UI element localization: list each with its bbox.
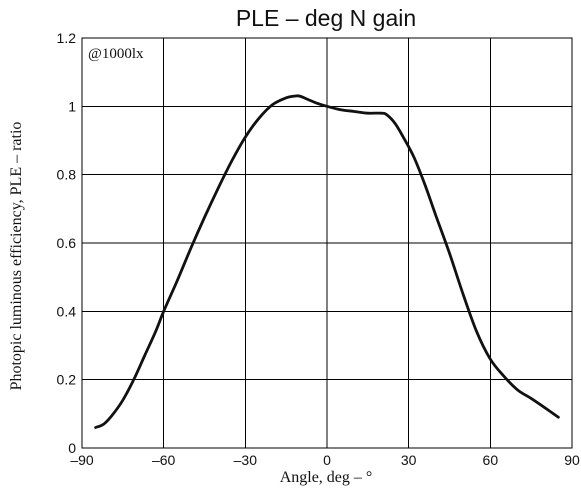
y-tick-label: 1.2 xyxy=(57,30,77,46)
y-axis-label: Photopic luminous efficiency, PLE – rati… xyxy=(8,122,25,391)
grid xyxy=(82,38,572,448)
x-tick-label: –60 xyxy=(152,452,176,468)
y-tick-label: 0.8 xyxy=(57,167,77,183)
plot-frame xyxy=(81,37,573,449)
series-layer xyxy=(94,94,560,429)
y-tick-label: 0.2 xyxy=(57,372,77,388)
x-tick-label: –30 xyxy=(234,452,258,468)
chart-title: PLE – deg N gain xyxy=(236,5,416,31)
y-tick-label: 0 xyxy=(68,440,76,456)
x-tick-label: 90 xyxy=(564,452,580,468)
x-axis-label: Angle, deg – ° xyxy=(280,469,373,486)
annotation-1000lx: @1000lx xyxy=(88,46,144,62)
x-tick-label: 30 xyxy=(401,452,417,468)
series-line-0 xyxy=(94,94,560,429)
x-tick-label: –90 xyxy=(70,452,94,468)
tick-labels: –90 –60 –30 0 30 60 90 0 0.2 0.4 0.6 0.8 1 1.2 xyxy=(57,30,580,468)
y-tick-label: 0.4 xyxy=(57,303,77,319)
x-tick-label: 0 xyxy=(323,452,331,468)
y-tick-label: 0.6 xyxy=(57,235,77,251)
y-tick-label: 1 xyxy=(68,98,76,114)
x-tick-label: 60 xyxy=(483,452,499,468)
